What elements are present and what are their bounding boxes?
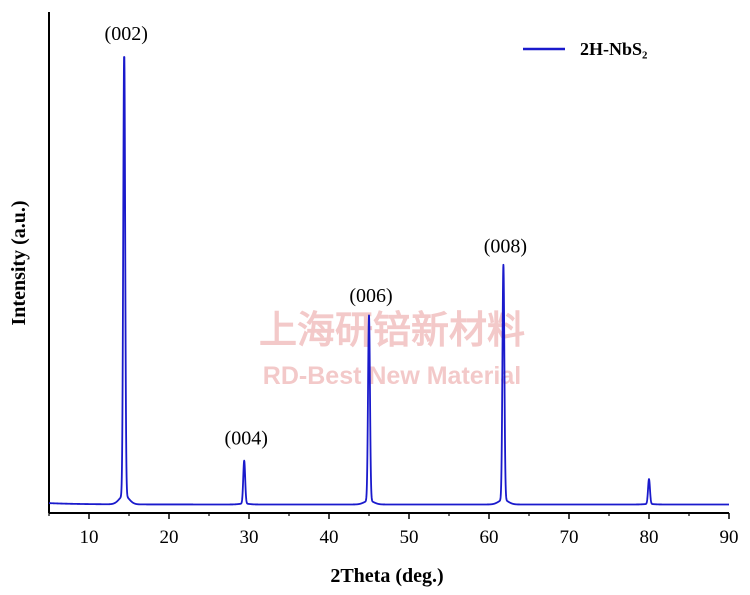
x-axis-title: 2Theta (deg.)	[330, 565, 443, 587]
x-tick-label: 60	[480, 527, 499, 548]
x-tick-label: 70	[560, 527, 579, 548]
watermark: 上海研锫新材料 RD-Best New Material	[259, 308, 525, 390]
y-axis-title: Intensity (a.u.)	[8, 200, 30, 325]
watermark-english: RD-Best New Material	[263, 362, 521, 390]
peak-label: (006)	[349, 285, 392, 307]
legend-label: 2H-NbS₂	[580, 39, 647, 59]
peak-label: (002)	[105, 23, 148, 45]
x-tick-label: 50	[400, 527, 419, 548]
x-tick-label: 80	[640, 527, 659, 548]
x-tick-label: 40	[320, 527, 339, 548]
x-tick-label: 20	[160, 527, 179, 548]
peak-label: (008)	[484, 235, 527, 257]
peak-label: (004)	[225, 428, 268, 450]
x-tick-label: 10	[80, 527, 99, 548]
x-tick-label: 30	[240, 527, 259, 548]
watermark-chinese: 上海研锫新材料	[259, 308, 525, 352]
x-tick-label: 90	[720, 527, 739, 548]
series-line-2h-nbs2	[49, 57, 729, 504]
